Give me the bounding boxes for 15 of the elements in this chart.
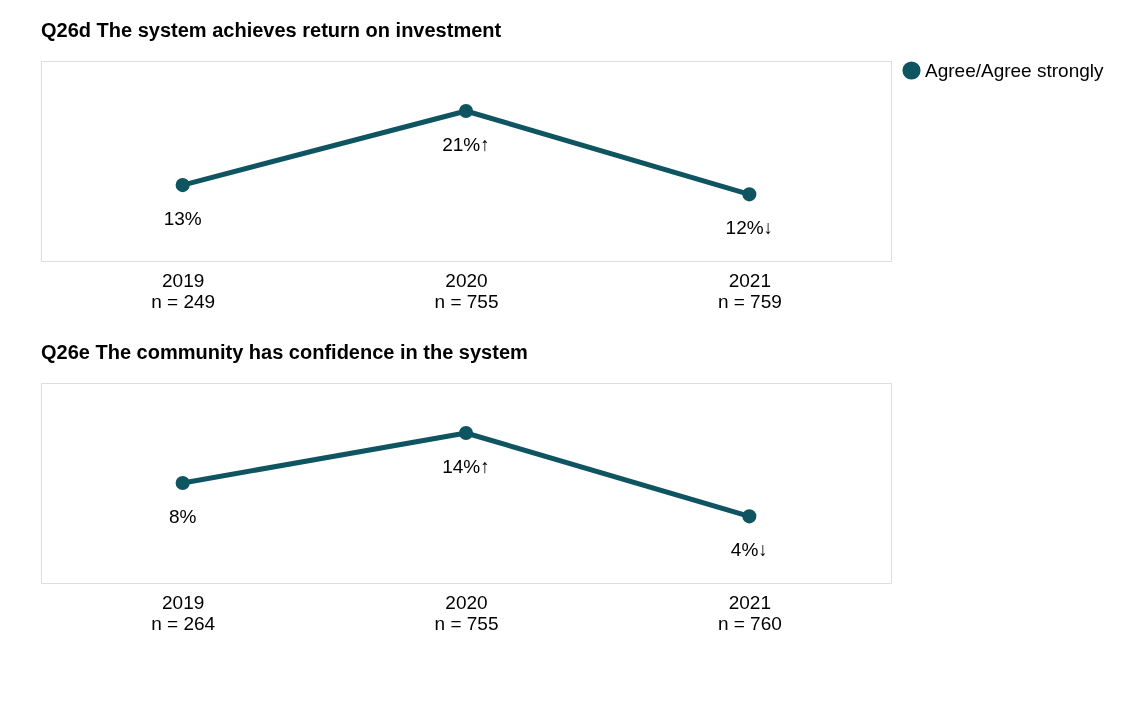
chart-title: Q26d The system achieves return on investment xyxy=(41,19,502,41)
data-label: 14%↑ xyxy=(442,456,490,477)
data-label: 13% xyxy=(163,208,202,230)
x-tick-label: 2019 n = 264 xyxy=(151,591,216,634)
x-tick-label: 2021 n = 760 xyxy=(717,591,782,634)
chart-title: Q26e The community has confidence in the system xyxy=(41,341,528,363)
x-tick-label: 2019 n = 249 xyxy=(151,269,216,312)
data-label: 12%↓ xyxy=(725,217,774,239)
x-tick-label: 2020 n = 755 xyxy=(434,591,499,634)
x-tick-label: 2020 n = 755 xyxy=(434,269,499,312)
x-tick-label: 2021 n = 759 xyxy=(717,269,782,312)
legend-label: Agree/Agree strongly xyxy=(925,59,1104,81)
data-label: 8% xyxy=(168,506,197,527)
data-label: 21%↑ xyxy=(442,134,490,155)
data-label: 4%↓ xyxy=(730,539,768,561)
